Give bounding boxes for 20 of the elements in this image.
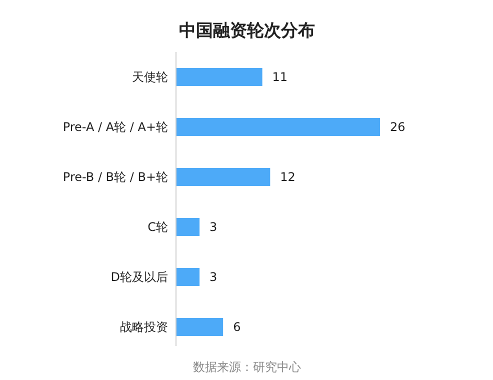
chart-title: 中国融资轮次分布 (179, 21, 315, 41)
data-label: 11 (272, 70, 288, 84)
y-tick-label: Pre-B / B轮 / B+轮 (62, 170, 168, 184)
data-label: 6 (233, 320, 241, 334)
data-label: 3 (210, 270, 218, 284)
y-tick-label: D轮及以后 (110, 270, 168, 284)
data-label: 26 (390, 120, 406, 134)
source-note: 数据来源：研究中心 (193, 360, 301, 374)
y-tick-label: Pre-A / A轮 / A+轮 (62, 120, 168, 134)
bar (176, 218, 200, 236)
y-tick-label: 天使轮 (132, 70, 168, 84)
bar (176, 168, 270, 186)
bar (176, 318, 224, 336)
bar (176, 118, 380, 136)
y-tick-label: C轮 (148, 220, 168, 234)
bar (176, 68, 262, 86)
data-label: 3 (210, 220, 218, 234)
y-tick-label: 战略投资 (120, 320, 168, 334)
bar (176, 268, 200, 286)
data-label: 12 (280, 170, 296, 184)
